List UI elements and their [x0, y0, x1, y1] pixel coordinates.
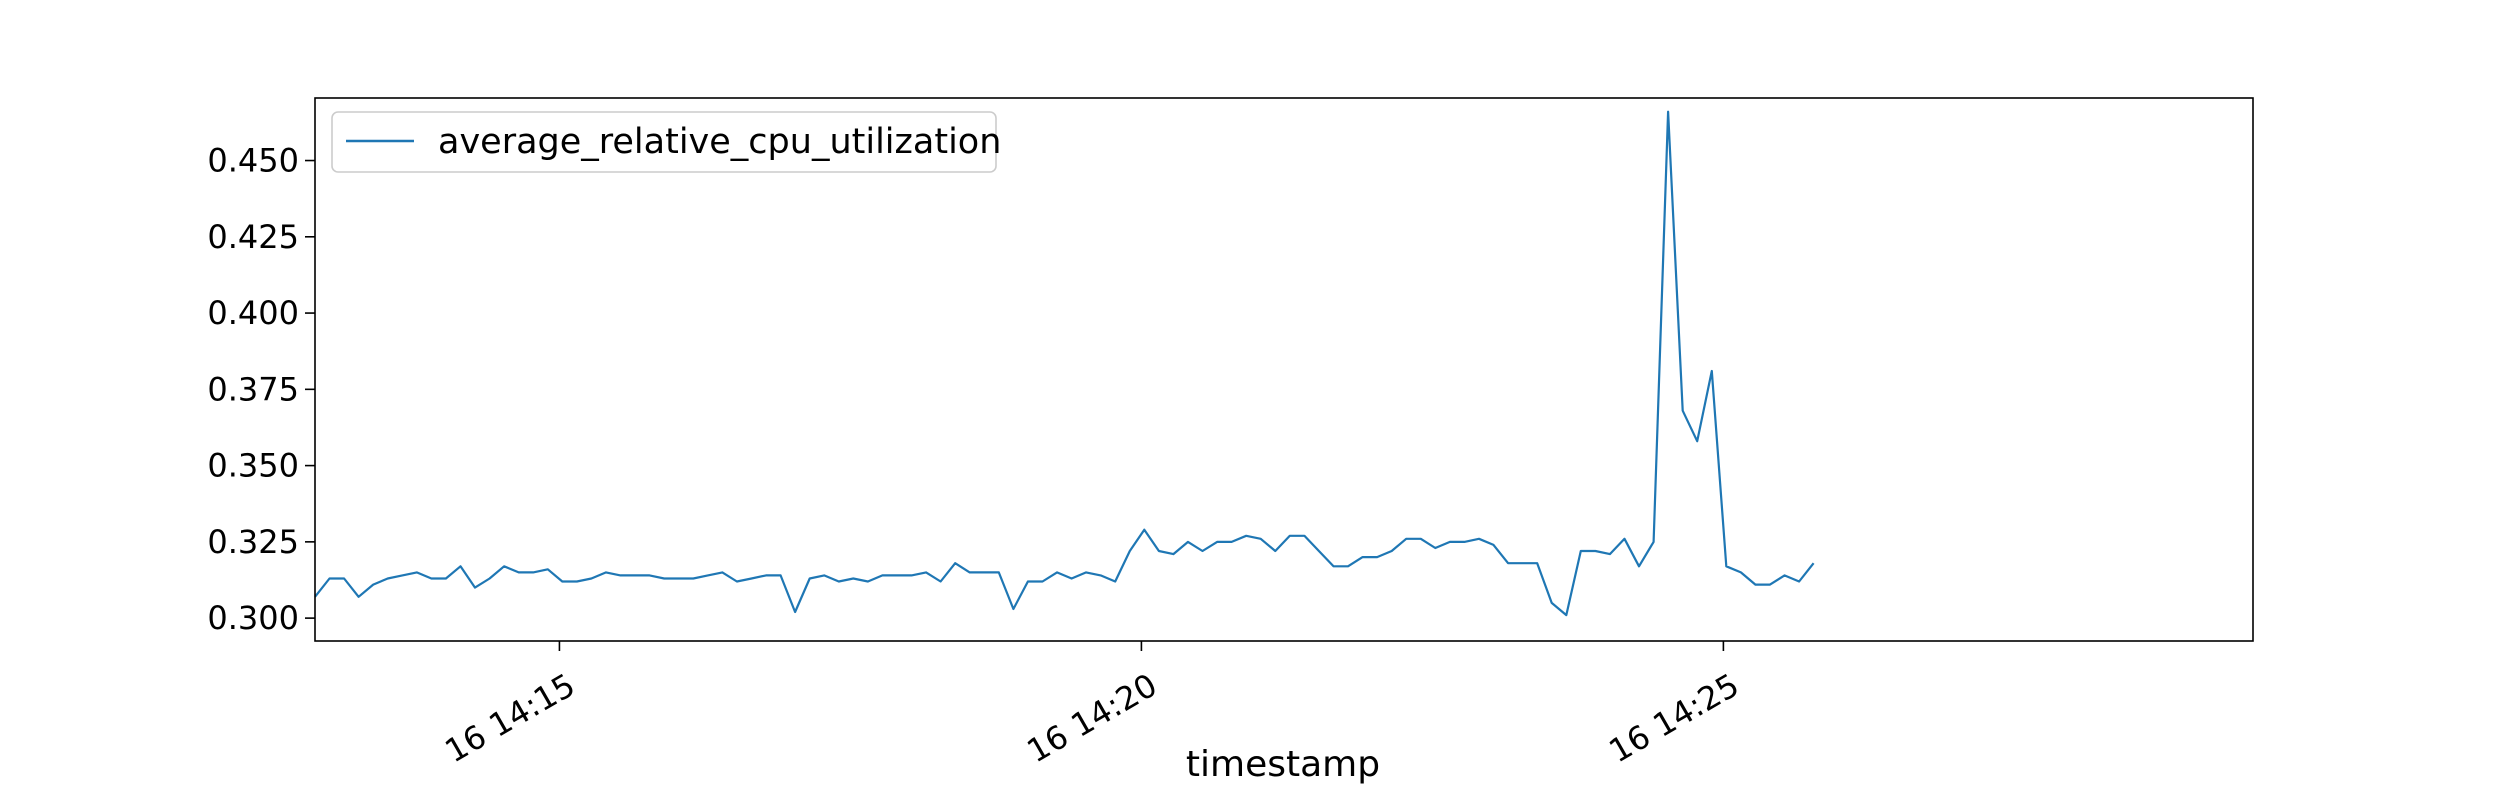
- y-tick-label: 0.450: [207, 142, 299, 180]
- y-tick-label: 0.325: [207, 523, 299, 561]
- y-tick-label: 0.350: [207, 447, 299, 485]
- y-tick-label: 0.300: [207, 599, 299, 637]
- legend: average_relative_cpu_utilization: [332, 112, 1001, 172]
- x-axis-title: timestamp: [1186, 744, 1380, 785]
- y-tick-label: 0.425: [207, 218, 299, 256]
- y-tick-label: 0.375: [207, 370, 299, 408]
- y-tick-label: 0.400: [207, 294, 299, 332]
- legend-label: average_relative_cpu_utilization: [438, 122, 1001, 162]
